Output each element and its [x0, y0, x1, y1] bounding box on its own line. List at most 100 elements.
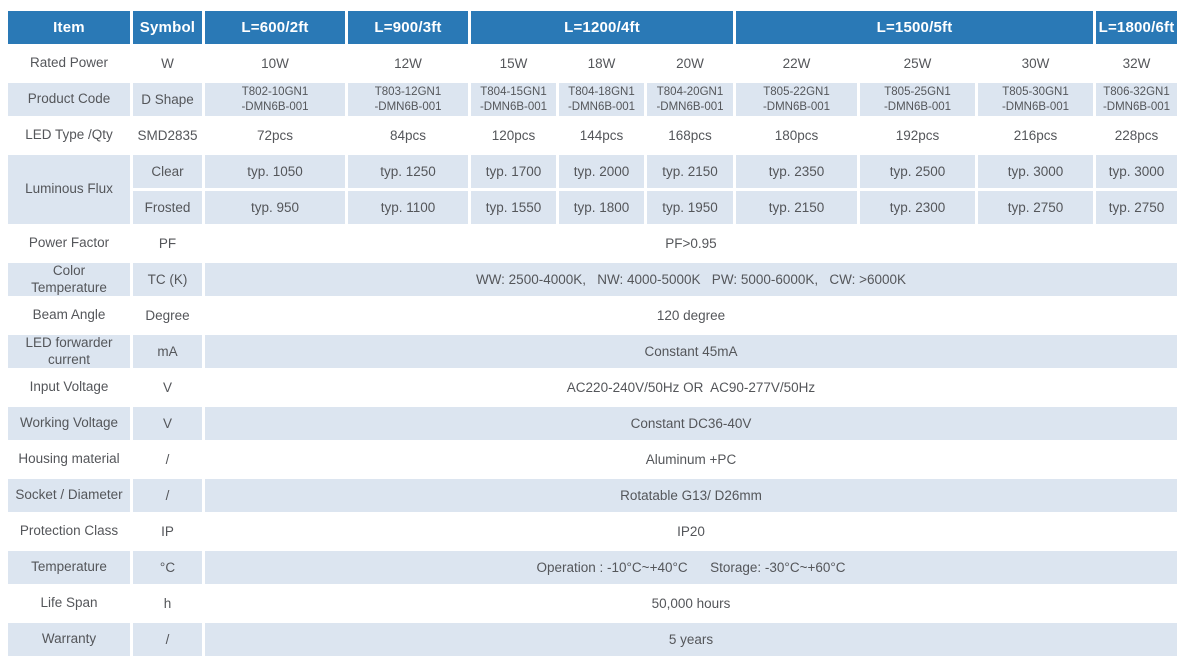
row-protection-class: Protection Class IP IP20	[8, 515, 1177, 548]
led-forwarder-current-value: Constant 45mA	[205, 335, 1177, 368]
rated-power-value: 30W	[1021, 56, 1050, 71]
symbol-life-span: h	[163, 596, 172, 611]
symbol-led-forwarder-current: mA	[133, 335, 202, 368]
rated-power-value: 22W	[782, 56, 811, 71]
row-label-color-temperature: Color Temperature	[8, 263, 130, 296]
life-span-value: 50,000 hours	[651, 596, 731, 611]
row-beam-angle: Beam Angle Degree 120 degree	[8, 299, 1177, 332]
luminous-flux-frosted-value: typ. 1100	[348, 191, 468, 224]
group-header-900-3ft: L=900/3ft	[348, 11, 468, 44]
row-warranty: Warranty / 5 years	[8, 623, 1177, 656]
luminous-flux-clear-value: typ. 2150	[647, 155, 733, 188]
row-working-voltage: Working Voltage V Constant DC36-40V	[8, 407, 1177, 440]
led-qty-value: 144pcs	[579, 128, 624, 143]
col-header-item: Item	[8, 11, 130, 44]
symbol-beam-angle: Degree	[145, 308, 190, 323]
luminous-flux-clear-value: typ. 1050	[205, 155, 345, 188]
symbol-working-voltage: V	[133, 407, 202, 440]
luminous-flux-clear-value: typ. 2350	[736, 155, 857, 188]
group-header-1200-4ft: L=1200/4ft	[471, 11, 733, 44]
led-tube-spec-table: Item Symbol L=600/2ft L=900/3ft L=1200/4…	[5, 8, 1180, 659]
symbol-socket-diameter: /	[133, 479, 202, 512]
symbol-color-temperature: TC (K)	[133, 263, 202, 296]
row-label-luminous-flux: Luminous Flux	[8, 155, 130, 224]
product-code-value: T804-20GN1 -DMN6B-001	[647, 83, 733, 116]
row-label-input-voltage: Input Voltage	[29, 379, 109, 395]
row-label-life-span: Life Span	[40, 595, 98, 611]
symbol-product-code: D Shape	[133, 83, 202, 116]
row-housing-material: Housing material / Aluminum +PC	[8, 443, 1177, 476]
row-color-temperature: Color Temperature TC (K) WW: 2500-4000K,…	[8, 263, 1177, 296]
led-qty-value: 216pcs	[1013, 128, 1058, 143]
row-label-working-voltage: Working Voltage	[8, 407, 130, 440]
symbol-housing-material: /	[165, 452, 170, 467]
led-qty-value: 120pcs	[491, 128, 536, 143]
row-luminous-flux-frosted: Frosted typ. 950 typ. 1100 typ. 1550 typ…	[8, 191, 1177, 224]
socket-diameter-value: Rotatable G13/ D26mm	[205, 479, 1177, 512]
row-label-temperature: Temperature	[8, 551, 130, 584]
symbol-warranty: /	[133, 623, 202, 656]
row-luminous-flux-clear: Luminous Flux Clear typ. 1050 typ. 1250 …	[8, 155, 1177, 224]
symbol-temperature: °C	[133, 551, 202, 584]
rated-power-value: 12W	[394, 56, 422, 71]
rated-power-value: 18W	[587, 56, 616, 71]
working-voltage-value: Constant DC36-40V	[205, 407, 1177, 440]
led-qty-value: 180pcs	[774, 128, 819, 143]
product-code-value: T805-22GN1 -DMN6B-001	[736, 83, 857, 116]
product-code-value: T802-10GN1 -DMN6B-001	[205, 83, 345, 116]
color-temperature-value: WW: 2500-4000K, NW: 4000-5000K PW: 5000-…	[205, 263, 1177, 296]
luminous-flux-clear-value: typ. 3000	[978, 155, 1093, 188]
table-header-row: Item Symbol L=600/2ft L=900/3ft L=1200/4…	[8, 11, 1177, 44]
row-rated-power: Rated Power W 10W 12W 15W 18W 20W 22W 25…	[8, 47, 1177, 80]
luminous-flux-frosted-value: typ. 2750	[1096, 191, 1177, 224]
temperature-value: Operation : -10°C~+40°C Storage: -30°C~+…	[205, 551, 1177, 584]
row-label-led-type: LED Type /Qty	[25, 127, 113, 143]
symbol-input-voltage: V	[162, 380, 172, 395]
row-input-voltage: Input Voltage V AC220-240V/50Hz OR AC90-…	[8, 371, 1177, 404]
row-socket-diameter: Socket / Diameter / Rotatable G13/ D26mm	[8, 479, 1177, 512]
warranty-value: 5 years	[205, 623, 1177, 656]
luminous-flux-frosted-value: typ. 950	[205, 191, 345, 224]
product-code-value: T806-32GN1 -DMN6B-001	[1096, 83, 1177, 116]
symbol-rated-power: W	[161, 56, 174, 71]
row-led-forwarder-current: LED forwarder current mA Constant 45mA	[8, 335, 1177, 368]
beam-angle-value: 120 degree	[656, 308, 726, 323]
luminous-flux-frosted-value: typ. 2750	[978, 191, 1093, 224]
row-label-beam-angle: Beam Angle	[32, 307, 106, 323]
luminous-flux-clear-value: typ. 2000	[559, 155, 644, 188]
led-qty-value: 228pcs	[1114, 128, 1159, 143]
group-header-1500-5ft: L=1500/5ft	[736, 11, 1093, 44]
row-label-led-forwarder-current: LED forwarder current	[8, 335, 130, 368]
rated-power-value: 20W	[676, 56, 704, 71]
rated-power-value: 32W	[1122, 56, 1151, 71]
group-header-600-2ft: L=600/2ft	[205, 11, 345, 44]
led-qty-value: 168pcs	[668, 128, 712, 143]
product-code-value: T803-12GN1 -DMN6B-001	[348, 83, 468, 116]
luminous-flux-clear-value: typ. 2500	[860, 155, 975, 188]
product-code-value: T804-18GN1 -DMN6B-001	[559, 83, 644, 116]
housing-material-value: Aluminum +PC	[645, 452, 737, 467]
luminous-flux-clear-value: typ. 3000	[1096, 155, 1177, 188]
rated-power-value: 10W	[261, 56, 289, 71]
symbol-luminous-flux-frosted: Frosted	[133, 191, 202, 224]
led-qty-value: 192pcs	[895, 128, 940, 143]
symbol-led-type: SMD2835	[137, 128, 198, 143]
symbol-power-factor: PF	[158, 236, 177, 251]
power-factor-value: PF>0.95	[665, 236, 717, 251]
rated-power-value: 25W	[903, 56, 932, 71]
row-label-rated-power: Rated Power	[29, 55, 109, 71]
luminous-flux-frosted-value: typ. 1950	[647, 191, 733, 224]
luminous-flux-clear-value: typ. 1700	[471, 155, 556, 188]
led-qty-value: 72pcs	[256, 128, 294, 143]
row-led-type-qty: LED Type /Qty SMD2835 72pcs 84pcs 120pcs…	[8, 119, 1177, 152]
row-label-product-code: Product Code	[8, 83, 130, 116]
row-label-housing-material: Housing material	[18, 451, 120, 467]
luminous-flux-clear-value: typ. 1250	[348, 155, 468, 188]
row-label-warranty: Warranty	[8, 623, 130, 656]
row-life-span: Life Span h 50,000 hours	[8, 587, 1177, 620]
luminous-flux-frosted-value: typ. 1800	[559, 191, 644, 224]
row-label-power-factor: Power Factor	[28, 235, 110, 251]
row-label-protection-class: Protection Class	[19, 523, 119, 539]
luminous-flux-frosted-value: typ. 1550	[471, 191, 556, 224]
luminous-flux-frosted-value: typ. 2150	[736, 191, 857, 224]
